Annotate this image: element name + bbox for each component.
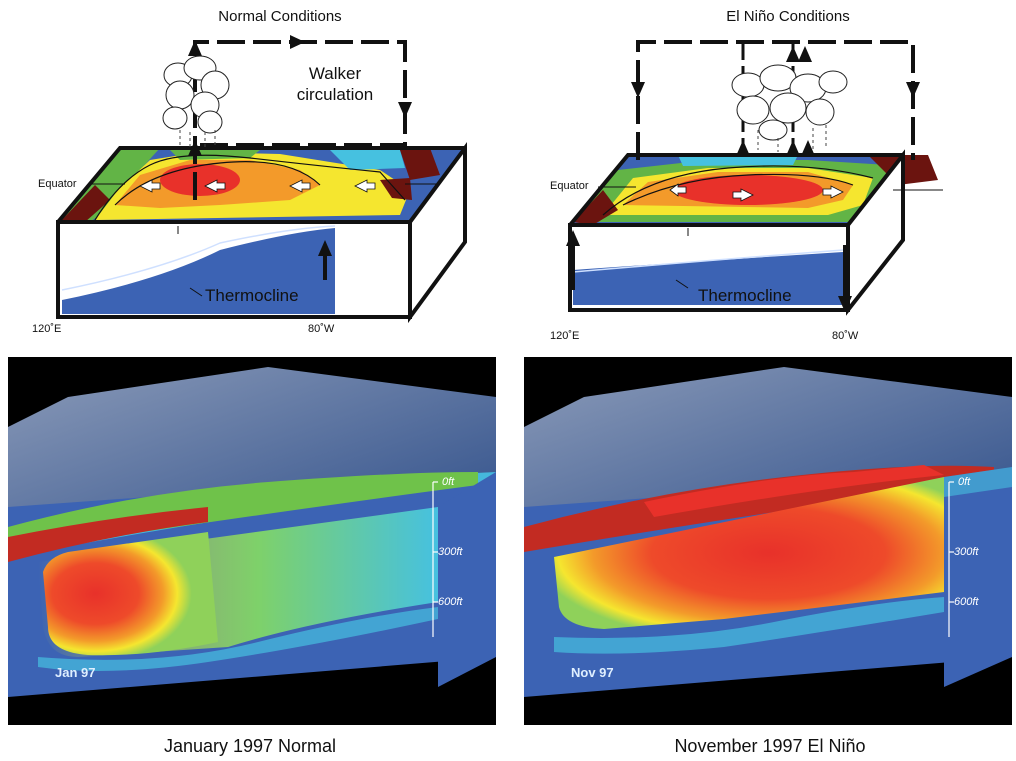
elnino-title: El Niño Conditions: [726, 8, 850, 25]
east-longitude-label: 80˚W: [308, 323, 335, 335]
walker-label: Walker circulation: [280, 63, 390, 105]
depth-label-600ft: 600ft: [438, 596, 463, 608]
walker-label-line2: circulation: [296, 85, 374, 104]
east-longitude-label: 80˚W: [832, 330, 859, 342]
equator-label: Equator: [38, 178, 77, 190]
viz-nov-97: 0ft 300ft 600ft Nov 97: [524, 357, 1012, 725]
date-tag: Nov 97: [571, 665, 614, 680]
ocean-box: [56, 141, 467, 324]
arrow-right-icon: [290, 35, 305, 49]
normal-conditions-diagram: Normal Conditions: [0, 0, 508, 345]
date-tag: Jan 97: [55, 665, 96, 680]
arrow-up-icon: [736, 46, 815, 156]
west-longitude-label: 120˚E: [32, 323, 62, 335]
cloud-icon: [162, 55, 230, 134]
arrow-up-icon: [188, 140, 202, 156]
arrow-up-icon: [566, 230, 580, 290]
arrow-up-icon: [188, 40, 202, 56]
equator-label: Equator: [550, 180, 589, 192]
arrow-down-icon: [906, 82, 920, 98]
elnino-conditions-diagram: El Niño Conditions: [508, 0, 1016, 345]
caption-november-1997: November 1997 El Niño: [674, 736, 866, 756]
walker-circulation-loop: [193, 40, 407, 200]
depth-label-0ft: 0ft: [442, 476, 455, 488]
depth-label-300ft: 300ft: [438, 546, 463, 558]
arrow-down-icon: [838, 245, 852, 312]
arrow-up-icon: [318, 240, 332, 280]
depth-label-600ft: 600ft: [954, 596, 979, 608]
depth-label-300ft: 300ft: [954, 546, 979, 558]
ocean-box: [568, 149, 943, 316]
walker-label-line1: Walker: [308, 64, 362, 83]
caption-january-1997: January 1997 Normal: [163, 736, 337, 756]
viz-jan-97: 0ft 300ft 600ft Jan 97: [8, 357, 496, 725]
arrow-down-icon: [631, 82, 645, 98]
normal-title: Normal Conditions: [218, 8, 342, 25]
west-longitude-label: 120˚E: [550, 330, 580, 342]
thermocline-label: Thermocline: [698, 286, 792, 305]
thermocline-label: Thermocline: [205, 286, 299, 305]
depth-label-0ft: 0ft: [958, 476, 971, 488]
cloud-icon: [731, 64, 848, 141]
arrow-down-icon: [398, 102, 412, 118]
